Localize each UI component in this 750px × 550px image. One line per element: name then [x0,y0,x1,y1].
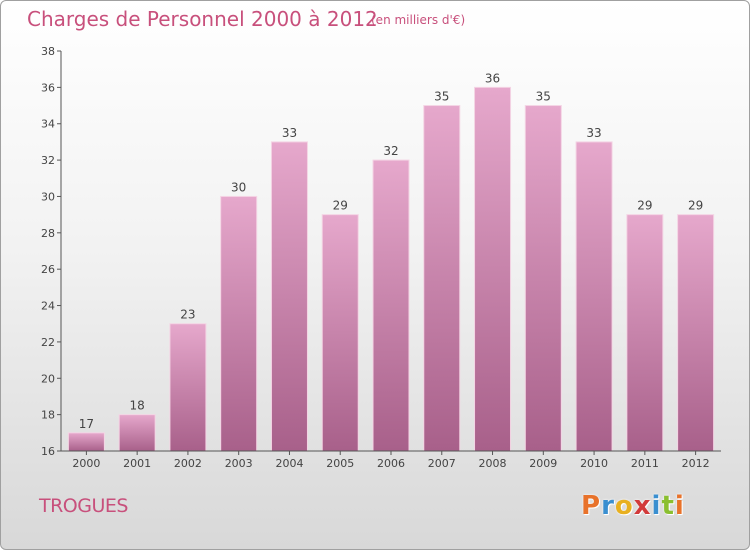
chart-subtitle: (en milliers d'€) [371,13,466,27]
bar-value-label: 29 [333,199,348,213]
bar [474,86,512,452]
x-tick-label: 2000 [72,457,100,470]
brand-letter: r [601,491,615,521]
x-tick-label: 2002 [174,457,202,470]
bar [169,323,207,452]
bar-value-label: 33 [586,126,601,140]
y-tick-label: 16 [41,445,55,458]
brand-letter: i [674,491,685,521]
y-tick-label: 18 [41,409,55,422]
bar-value-label: 29 [688,199,703,213]
y-tick-label: 34 [41,118,55,131]
x-tick-label: 2011 [631,457,659,470]
brand-letter: t [661,491,675,521]
bar [677,214,715,452]
bar-value-label: 33 [282,126,297,140]
y-tick-label: 32 [41,154,55,167]
x-axis: 2000 2001 2002 2003 2004 2005 2006 2007 2008 2009… [61,450,721,470]
commune-name: TROGUES [39,495,128,517]
bar [524,105,562,452]
brand-letter: o [614,491,634,521]
x-tick-label: 2012 [682,457,710,470]
bar-value-label: 17 [79,417,94,431]
brand-letter: P [581,491,602,521]
y-axis: 16 18 20 22 24 26 28 30 32 34 36 38 [41,45,62,458]
bar-value-label: 18 [130,399,145,413]
bar [575,141,613,452]
y-tick-label: 26 [41,263,55,276]
bar [220,195,258,452]
bars: 17 18 23 30 33 29 32 35 36 35 33 29 29 [67,71,715,452]
chart-title: Charges de Personnel 2000 à 2012 [27,7,378,31]
x-tick-label: 2004 [275,457,303,470]
bar [626,214,664,452]
brand-letter: x [633,491,652,521]
bar-value-label: 36 [485,71,500,85]
bar [270,141,308,452]
x-tick-label: 2008 [479,457,507,470]
x-tick-label: 2010 [580,457,608,470]
x-tick-label: 2009 [529,457,557,470]
bar [118,414,156,452]
bar [423,105,461,452]
bar-value-label: 35 [434,90,449,104]
y-tick-label: 38 [41,45,55,58]
x-tick-label: 2001 [123,457,151,470]
y-tick-label: 20 [41,372,55,385]
y-tick-label: 30 [41,190,55,203]
brand-letter: i [651,491,662,521]
bar [372,159,410,452]
y-tick-label: 28 [41,227,55,240]
bar-value-label: 29 [637,199,652,213]
bar-value-label: 35 [536,90,551,104]
y-tick-label: 36 [41,81,55,94]
x-tick-label: 2005 [326,457,354,470]
bar [67,432,105,452]
x-tick-label: 2006 [377,457,405,470]
y-tick-label: 24 [41,300,55,313]
y-tick-label: 22 [41,336,55,349]
x-tick-label: 2007 [428,457,456,470]
bar-value-label: 32 [383,144,398,158]
x-tick-label: 2003 [225,457,253,470]
bar [321,214,359,452]
bar-value-label: 30 [231,180,246,194]
bar-value-label: 23 [180,308,195,322]
brand-logo: Proxiti [581,491,685,521]
